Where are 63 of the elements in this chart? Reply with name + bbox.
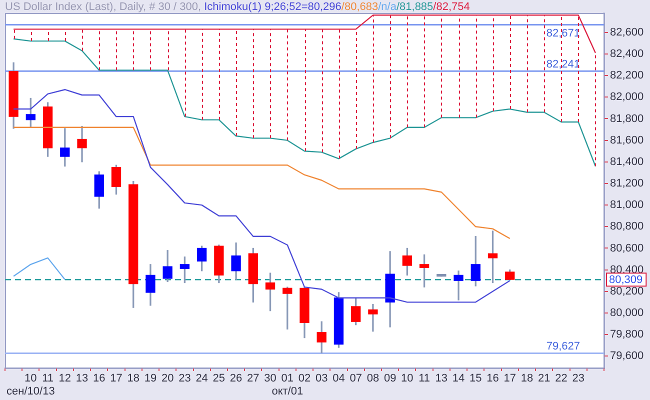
x-tick-label: 26 [230,372,242,385]
x-tick-label: 04 [332,372,345,385]
x-tick-label: 23 [572,372,584,385]
y-tick-label: 82,400 [610,48,644,60]
ref-line-label: 80,309 [609,274,643,286]
x-tick-label: 17 [504,372,516,385]
x-tick-label: 07 [350,372,362,385]
chart-title: US Dollar Index (Last), Daily, # 30 / 300, [5,1,202,13]
x-tick-label: 24 [196,372,208,385]
x-tick-label: 09 [384,372,396,385]
x-tick-label: 03 [315,372,328,385]
x-tick-label: 23 [178,372,191,385]
x-tick-label: 18 [127,372,140,385]
x-tick-label: 13 [76,372,88,385]
y-tick-label: 82,600 [610,26,644,38]
series-label: /82,754 [433,1,470,13]
y-tick-label: 80,800 [610,220,644,233]
ref-line-label: 82,671 [546,27,580,40]
ref-line-label: 82,241 [546,58,580,71]
x-tick-label: 25 [212,372,226,385]
x-tick-label: 15 [470,372,482,385]
x-tick-label: 01 [281,372,294,385]
y-tick-label: 80,600 [610,242,644,254]
x-tick-label: 11 [42,372,54,385]
y-tick-label: 79,600 [610,350,644,362]
text: /81,885 [396,1,434,13]
text: окт/01 [272,386,304,398]
y-tick-label: 82,200 [610,70,644,82]
text: 80,296 [308,1,342,13]
y-tick-label: 80,200 [610,285,644,298]
x-tick-label: 12 [58,372,72,385]
x-tick-label: 21 [538,372,550,385]
y-tick-label: 81,200 [610,178,644,190]
y-tick-label: 80,000 [610,307,644,319]
x-tick-label: 16 [486,372,499,385]
candlestick [454,270,464,300]
x-tick-label: 18 [520,372,534,385]
x-tick-label: 17 [110,372,122,385]
ref-line-label: 79,627 [546,340,580,353]
y-tick-label: 81,000 [610,199,644,212]
x-tick-label: 16 [93,372,106,385]
x-tick-label: 11 [418,372,430,385]
x-tick-label: 22 [555,372,568,385]
text: /80,683 [341,1,378,13]
x-tick-label: 19 [144,372,157,385]
x-tick-label: 27 [247,372,260,385]
y-tick-label: 79,800 [610,328,644,341]
x-tick-label: 13 [435,372,448,385]
x-tick-label: 30 [264,372,276,385]
text: сен/10/13 [6,386,55,398]
y-tick-label: 81,400 [610,156,644,168]
y-tick-label: 82,000 [610,91,644,104]
y-tick-label: 81,800 [610,112,644,125]
x-tick-label: 20 [161,372,174,385]
x-tick-label: 02 [298,372,311,385]
y-tick-label: 81,600 [610,134,644,146]
x-tick-label: 14 [452,372,465,385]
text: /n/a [378,1,396,13]
x-tick-label: 08 [366,372,380,385]
x-tick-label: 10 [401,372,414,385]
legend-title: Ichimoku(1) 9;26;52= [204,1,308,13]
x-tick-label: 10 [24,372,37,385]
candlestick [368,304,378,332]
